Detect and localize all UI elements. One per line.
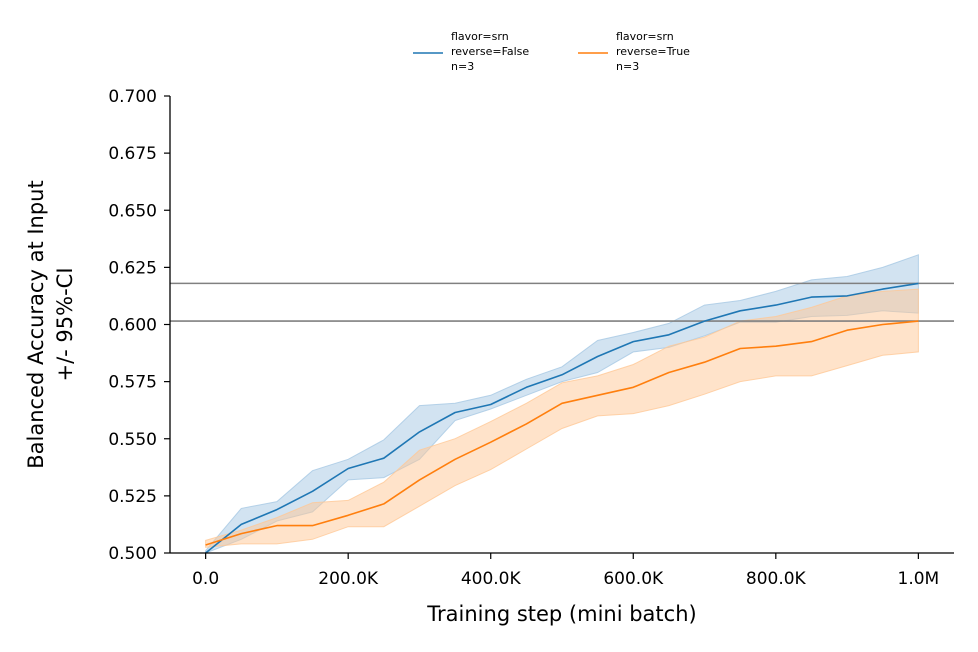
- x-tick-label: 0.0: [192, 569, 219, 589]
- y-ticks: 0.500 0.525 0.550 0.575 0.600 0.625 0.650 0.675…: [108, 87, 170, 564]
- y-tick-label: 0.675: [108, 144, 157, 164]
- legend-entry-2: flavor=srn reverse=True n=3: [578, 30, 690, 73]
- y-tick-label: 0.700: [108, 87, 157, 107]
- x-tick-label: 200.0K: [318, 569, 379, 589]
- y-tick-label: 0.550: [108, 430, 157, 450]
- y-axis-title-line-1: Balanced Accuracy at Input: [24, 180, 48, 468]
- series-line-2: [205, 320, 919, 546]
- y-tick-label: 0.650: [108, 201, 157, 221]
- legend-label: flavor=srn: [616, 30, 674, 43]
- legend-label: reverse=False: [451, 45, 529, 58]
- y-tick-label: 0.600: [108, 316, 157, 336]
- y-axis-title: Balanced Accuracy at Input +/- 95%-CI: [24, 180, 77, 468]
- legend-label: n=3: [451, 60, 474, 73]
- x-tick-label: 1.0M: [898, 569, 940, 589]
- x-tick-label: 400.0K: [461, 569, 522, 589]
- series-line-1: [205, 282, 919, 554]
- reference-lines: [170, 282, 954, 322]
- legend: flavor=srn reverse=False n=3 flavor=srn reve…: [413, 30, 690, 73]
- y-axis-title-line-2: +/- 95%-CI: [53, 267, 77, 381]
- x-tick-label: 600.0K: [603, 569, 664, 589]
- y-tick-label: 0.575: [108, 373, 157, 393]
- ci-band-2: [205, 288, 919, 548]
- x-ticks: 0.0 200.0K 400.0K 600.0K 800.0K 1.0M: [192, 553, 939, 589]
- legend-label: n=3: [616, 60, 639, 73]
- y-tick-label: 0.525: [108, 487, 157, 507]
- x-axis-title: Training step (mini batch): [426, 602, 696, 626]
- legend-label: flavor=srn: [451, 30, 509, 43]
- legend-entry-1: flavor=srn reverse=False n=3: [413, 30, 529, 73]
- x-tick-label: 800.0K: [746, 569, 807, 589]
- confidence-bands: [205, 254, 919, 554]
- y-tick-label: 0.500: [108, 544, 157, 564]
- series-lines: [205, 282, 919, 554]
- y-tick-label: 0.625: [108, 258, 157, 278]
- legend-label: reverse=True: [616, 45, 690, 58]
